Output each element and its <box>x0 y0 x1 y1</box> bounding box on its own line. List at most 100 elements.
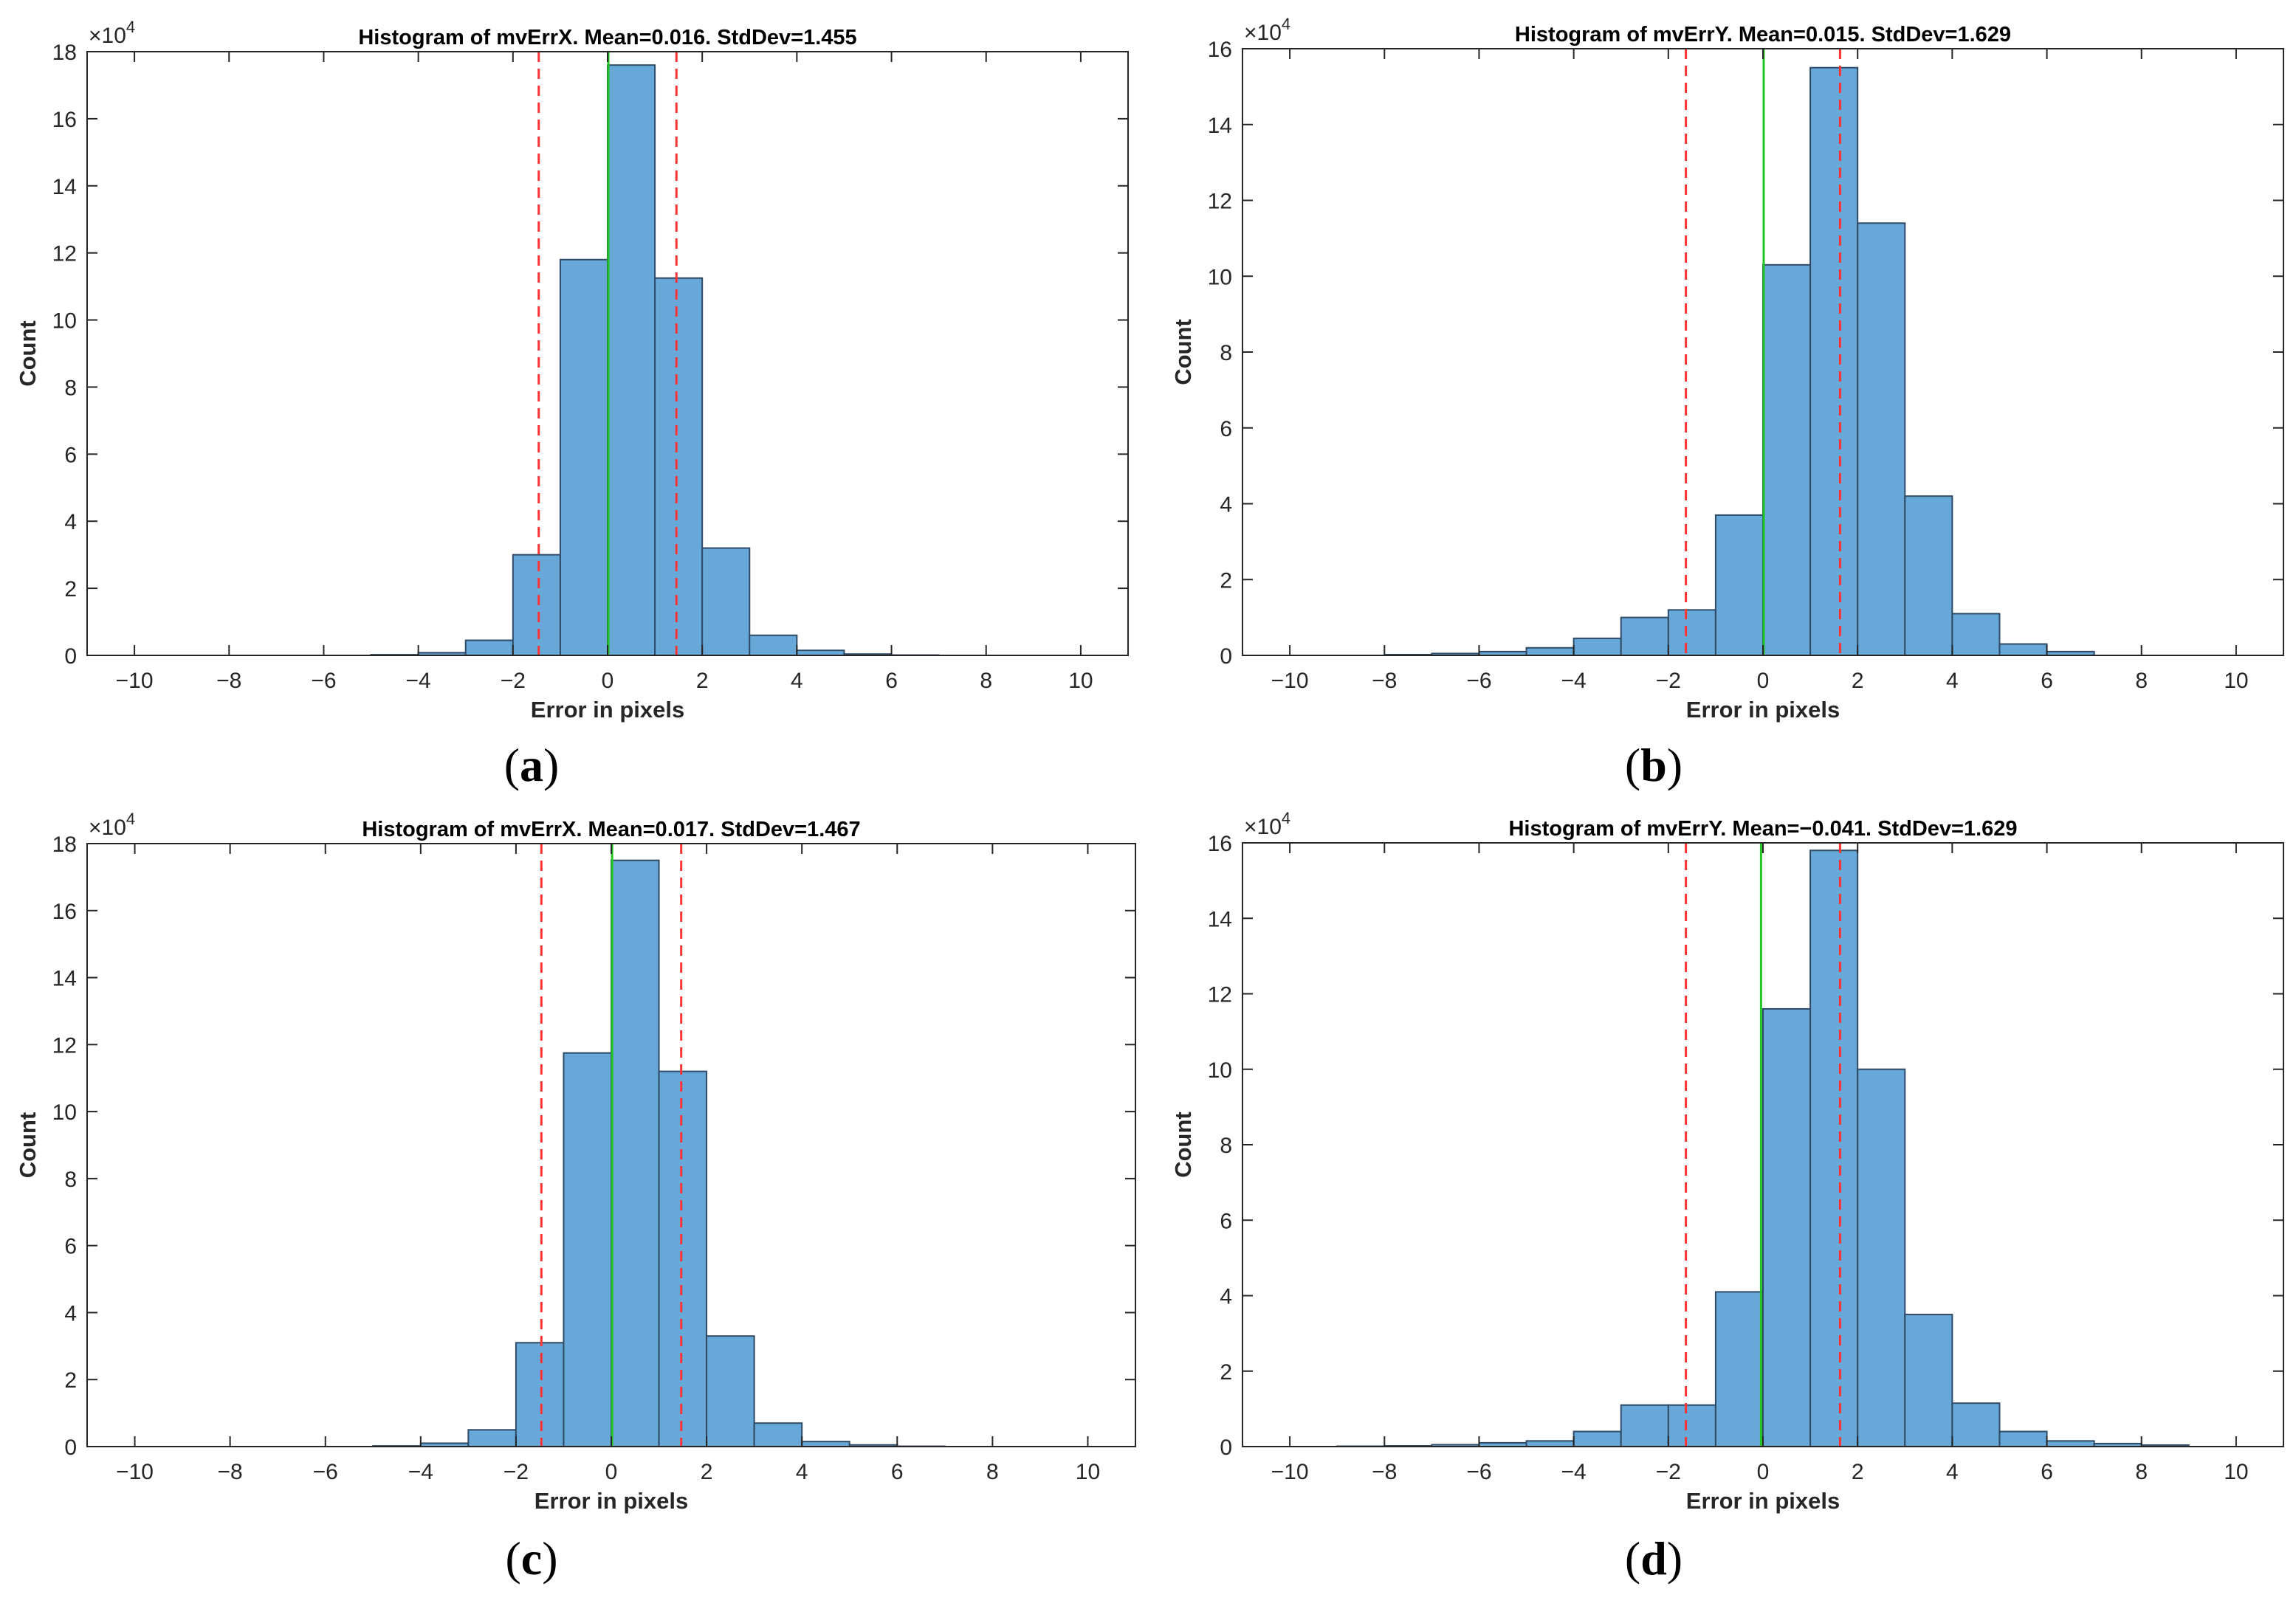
y-tick-label: 8 <box>1220 341 1232 365</box>
y-tick-label: 6 <box>64 443 77 467</box>
histogram-bar <box>1525 647 1575 656</box>
x-tick-label: 0 <box>1757 1460 1770 1484</box>
histogram-bar <box>654 277 704 656</box>
y-axis-label: Count <box>1170 319 1196 385</box>
histogram-bar <box>563 1052 612 1447</box>
chart-title: Histogram of mvErrX. Mean=0.017. StdDev=… <box>362 818 860 841</box>
histogram-bar <box>1857 222 1906 656</box>
chart-title: Histogram of mvErrX. Mean=0.016. StdDev=… <box>358 26 856 49</box>
x-tick-label: 10 <box>1068 669 1093 693</box>
histogram-bar <box>706 1335 755 1448</box>
x-tick-label: 10 <box>1076 1460 1100 1484</box>
histogram-bar <box>701 547 751 656</box>
x-tick-label: −8 <box>1372 669 1397 693</box>
y-exponent-label: ×104 <box>89 18 135 48</box>
y-tick-label: 2 <box>1220 568 1232 593</box>
histogram-svg: −10 −8 −6 −4 −2 0 2 4 6 8 10 0 2 4 6 8 10 12 14 16 18 ×104 His… <box>15 18 1129 723</box>
y-tick-label: 2 <box>1220 1360 1232 1385</box>
x-tick-label: −10 <box>116 669 154 693</box>
x-tick-label: −4 <box>406 669 431 693</box>
histogram-bar <box>1667 609 1716 656</box>
histogram-bar <box>1573 637 1622 656</box>
y-tick-label: 12 <box>52 1033 77 1058</box>
chart-title: Histogram of mvErrY. Mean=−0.041. StdDev… <box>1508 817 2017 841</box>
x-tick-label: −6 <box>313 1460 338 1484</box>
histogram-bar <box>1620 616 1669 656</box>
y-tick-label: 14 <box>1208 907 1232 931</box>
x-tick-label: 4 <box>1946 1460 1959 1484</box>
histogram-bar <box>1620 1404 1669 1448</box>
y-tick-label: 0 <box>64 1436 77 1460</box>
histogram-bar <box>749 634 798 657</box>
histogram-bar <box>753 1422 803 1448</box>
histogram-bar <box>512 554 561 657</box>
y-exponent-label: ×104 <box>89 810 135 840</box>
y-tick-label: 10 <box>52 309 77 334</box>
histogram-bar <box>607 64 656 656</box>
histogram-bar <box>796 649 845 657</box>
y-exponent-label: ×104 <box>1244 809 1290 839</box>
x-tick-label: −4 <box>1561 1460 1587 1484</box>
y-tick-label: 4 <box>1220 493 1232 517</box>
x-tick-label: 2 <box>1852 1460 1864 1484</box>
x-axis-label: Error in pixels <box>531 697 684 723</box>
y-tick-label: 16 <box>52 900 77 924</box>
x-tick-label: −2 <box>503 1460 529 1484</box>
histogram-bar <box>1809 66 1859 656</box>
x-tick-label: −2 <box>501 669 526 693</box>
y-tick-label: 12 <box>1208 983 1232 1007</box>
histogram-bar <box>1714 1291 1764 1448</box>
histogram-bar <box>1573 1430 1622 1447</box>
histogram-bar <box>1667 1404 1716 1448</box>
histogram-panel-d: −10 −8 −6 −4 −2 0 2 4 6 8 10 0 2 4 6 8 10 12 14 16 ×104 Histo… <box>1148 793 2289 1524</box>
y-tick-label: 8 <box>1220 1134 1232 1158</box>
x-tick-label: 2 <box>1852 669 1864 693</box>
y-tick-label: 16 <box>1208 38 1232 62</box>
x-axis-label: Error in pixels <box>1686 697 1840 723</box>
x-tick-label: 8 <box>986 1460 999 1484</box>
y-tick-label: 4 <box>1220 1285 1232 1309</box>
histogram-bar <box>1857 1068 1906 1447</box>
histogram-bar <box>467 1429 517 1447</box>
x-tick-label: −8 <box>216 669 241 693</box>
y-axis-label: Count <box>15 1112 41 1179</box>
y-tick-label: 0 <box>1220 644 1232 669</box>
x-tick-label: 0 <box>1757 669 1770 693</box>
histogram-bar <box>464 639 514 656</box>
histogram-svg: −10 −8 −6 −4 −2 0 2 4 6 8 10 0 2 4 6 8 10 12 14 16 18 ×104 His… <box>15 810 1136 1514</box>
x-tick-label: 8 <box>2135 669 2148 693</box>
x-tick-label: −2 <box>1656 1460 1681 1484</box>
y-tick-label: 14 <box>1208 114 1232 138</box>
histogram-bar <box>1762 263 1812 656</box>
histogram-bar <box>1809 849 1859 1448</box>
x-tick-label: 10 <box>2224 1460 2248 1484</box>
caption-a: (a) <box>503 739 560 791</box>
y-tick-label: 14 <box>52 175 77 199</box>
x-tick-label: 4 <box>796 1460 808 1484</box>
y-tick-label: 2 <box>64 1368 77 1393</box>
histogram-bar <box>2046 1440 2095 1447</box>
x-tick-label: 6 <box>2041 669 2053 693</box>
y-tick-label: 12 <box>1208 190 1232 214</box>
y-tick-label: 10 <box>1208 265 1232 289</box>
y-tick-label: 2 <box>64 577 77 602</box>
y-tick-label: 18 <box>52 41 77 65</box>
y-tick-label: 10 <box>1208 1058 1232 1083</box>
y-tick-label: 4 <box>64 1301 77 1326</box>
y-tick-label: 6 <box>64 1235 77 1259</box>
caption-c: (c) <box>505 1532 558 1585</box>
y-tick-label: 18 <box>52 833 77 857</box>
x-axis-label: Error in pixels <box>1686 1488 1840 1514</box>
y-tick-label: 16 <box>52 108 77 132</box>
y-axis-label: Count <box>1170 1112 1196 1178</box>
histogram-svg: −10 −8 −6 −4 −2 0 2 4 6 8 10 0 2 4 6 8 10 12 14 16 ×104 Histo… <box>1170 15 2284 723</box>
x-tick-label: −10 <box>116 1460 154 1484</box>
x-tick-label: 4 <box>791 669 803 693</box>
x-tick-label: 10 <box>2224 669 2248 693</box>
y-axis-label: Count <box>15 320 41 387</box>
y-tick-label: 8 <box>64 376 77 400</box>
histogram-bar <box>1525 1440 1575 1447</box>
y-tick-label: 6 <box>1220 1209 1232 1233</box>
histogram-panel-b: −10 −8 −6 −4 −2 0 2 4 6 8 10 0 2 4 6 8 10 12 14 16 ×104 Histo… <box>1148 0 2289 731</box>
histogram-bar <box>801 1441 850 1447</box>
